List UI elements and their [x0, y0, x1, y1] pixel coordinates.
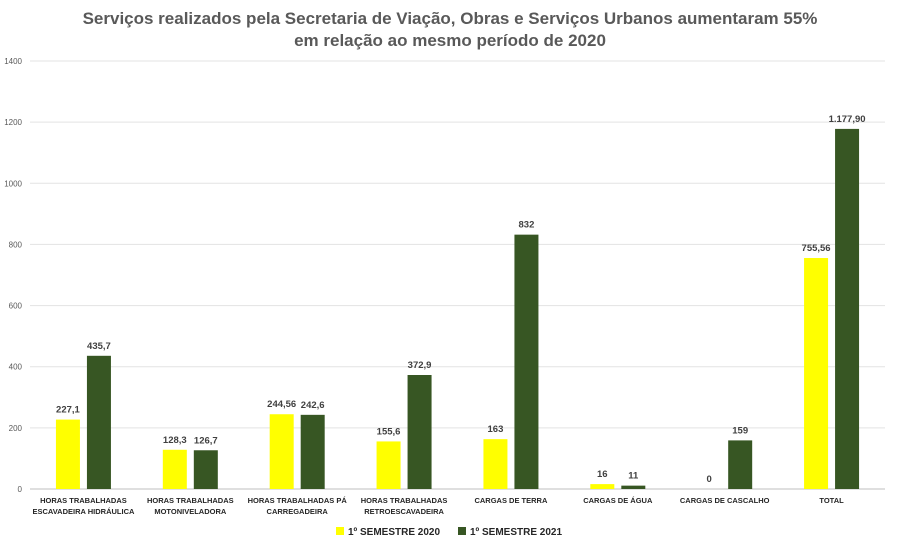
data-label: 11	[628, 471, 639, 482]
data-label: 1.177,90	[829, 114, 866, 125]
bar	[835, 128, 860, 489]
y-tick-label: 1400	[4, 57, 22, 66]
bars	[55, 128, 860, 489]
category-label: TOTAL	[819, 496, 844, 505]
legend-label: 1º SEMESTRE 2021	[470, 527, 562, 538]
data-label: 163	[488, 424, 504, 435]
category-label: CARGAS DE TERRA	[474, 496, 548, 505]
bar	[300, 414, 325, 489]
legend-swatch	[458, 527, 466, 535]
y-tick-label: 600	[9, 302, 23, 311]
legend-label: 1º SEMESTRE 2020	[348, 527, 440, 538]
y-tick-label: 0	[18, 485, 23, 494]
bar	[86, 355, 111, 489]
data-label: 126,7	[194, 435, 218, 446]
category-label: CARREGADEIRA	[267, 507, 329, 516]
y-tick-label: 1000	[4, 179, 22, 188]
data-label: 435,7	[87, 341, 111, 352]
data-label: 0	[707, 474, 712, 485]
category-label: CARGAS DE ÁGUA	[583, 496, 653, 505]
bar	[590, 484, 615, 489]
chart-title-line: Serviços realizados pela Secretaria de V…	[83, 9, 818, 28]
bar	[483, 439, 508, 489]
y-tick-label: 200	[9, 424, 23, 433]
category-label: ESCAVADEIRA HIDRÁULICA	[32, 507, 135, 516]
bar	[376, 441, 401, 489]
y-tick-label: 1200	[4, 118, 22, 127]
y-tick-label: 400	[9, 363, 23, 372]
legend: 1º SEMESTRE 2020 1º SEMESTRE 2021	[336, 527, 562, 538]
data-label: 832	[519, 220, 535, 231]
bar	[193, 450, 218, 489]
bar	[407, 374, 432, 489]
data-label: 242,6	[301, 400, 325, 411]
chart-title-line: em relação ao mesmo período de 2020	[294, 31, 606, 50]
bar	[804, 258, 829, 489]
category-label: HORAS TRABALHADAS	[361, 496, 448, 505]
bar	[514, 234, 539, 489]
x-axis-categories: HORAS TRABALHADAS ESCAVADEIRA HIDRÁULICA H…	[32, 496, 844, 516]
bar	[621, 485, 646, 489]
data-label: 16	[597, 469, 608, 480]
category-label: CARGAS DE CASCALHO	[680, 496, 770, 505]
bar	[728, 440, 753, 489]
data-label: 159	[732, 425, 748, 436]
data-label: 155,6	[377, 426, 401, 437]
bar	[55, 419, 80, 489]
bar	[162, 449, 187, 489]
bar	[269, 414, 294, 489]
category-label: HORAS TRABALHADAS PÁ	[248, 496, 348, 505]
category-label: RETROESCAVADEIRA	[364, 507, 444, 516]
chart-title: Serviços realizados pela Secretaria de V…	[83, 9, 818, 50]
data-label: 244,56	[267, 399, 296, 410]
y-tick-label: 800	[9, 240, 23, 249]
category-label: HORAS TRABALHADAS	[147, 496, 234, 505]
gridlines	[30, 60, 885, 490]
category-label: MOTONIVELADORA	[154, 507, 227, 516]
legend-swatch	[336, 527, 344, 535]
data-label: 372,9	[408, 360, 432, 371]
y-axis-ticks: 0 200 400 600 800 1000 1200 1400	[4, 57, 22, 494]
category-label: HORAS TRABALHADAS	[40, 496, 127, 505]
data-labels: 227,1 435,7 128,3 126,7 244,56 242,6 155,6 372,…	[56, 114, 866, 485]
data-label: 755,56	[802, 243, 831, 254]
data-label: 227,1	[56, 405, 80, 416]
data-label: 128,3	[163, 435, 187, 446]
